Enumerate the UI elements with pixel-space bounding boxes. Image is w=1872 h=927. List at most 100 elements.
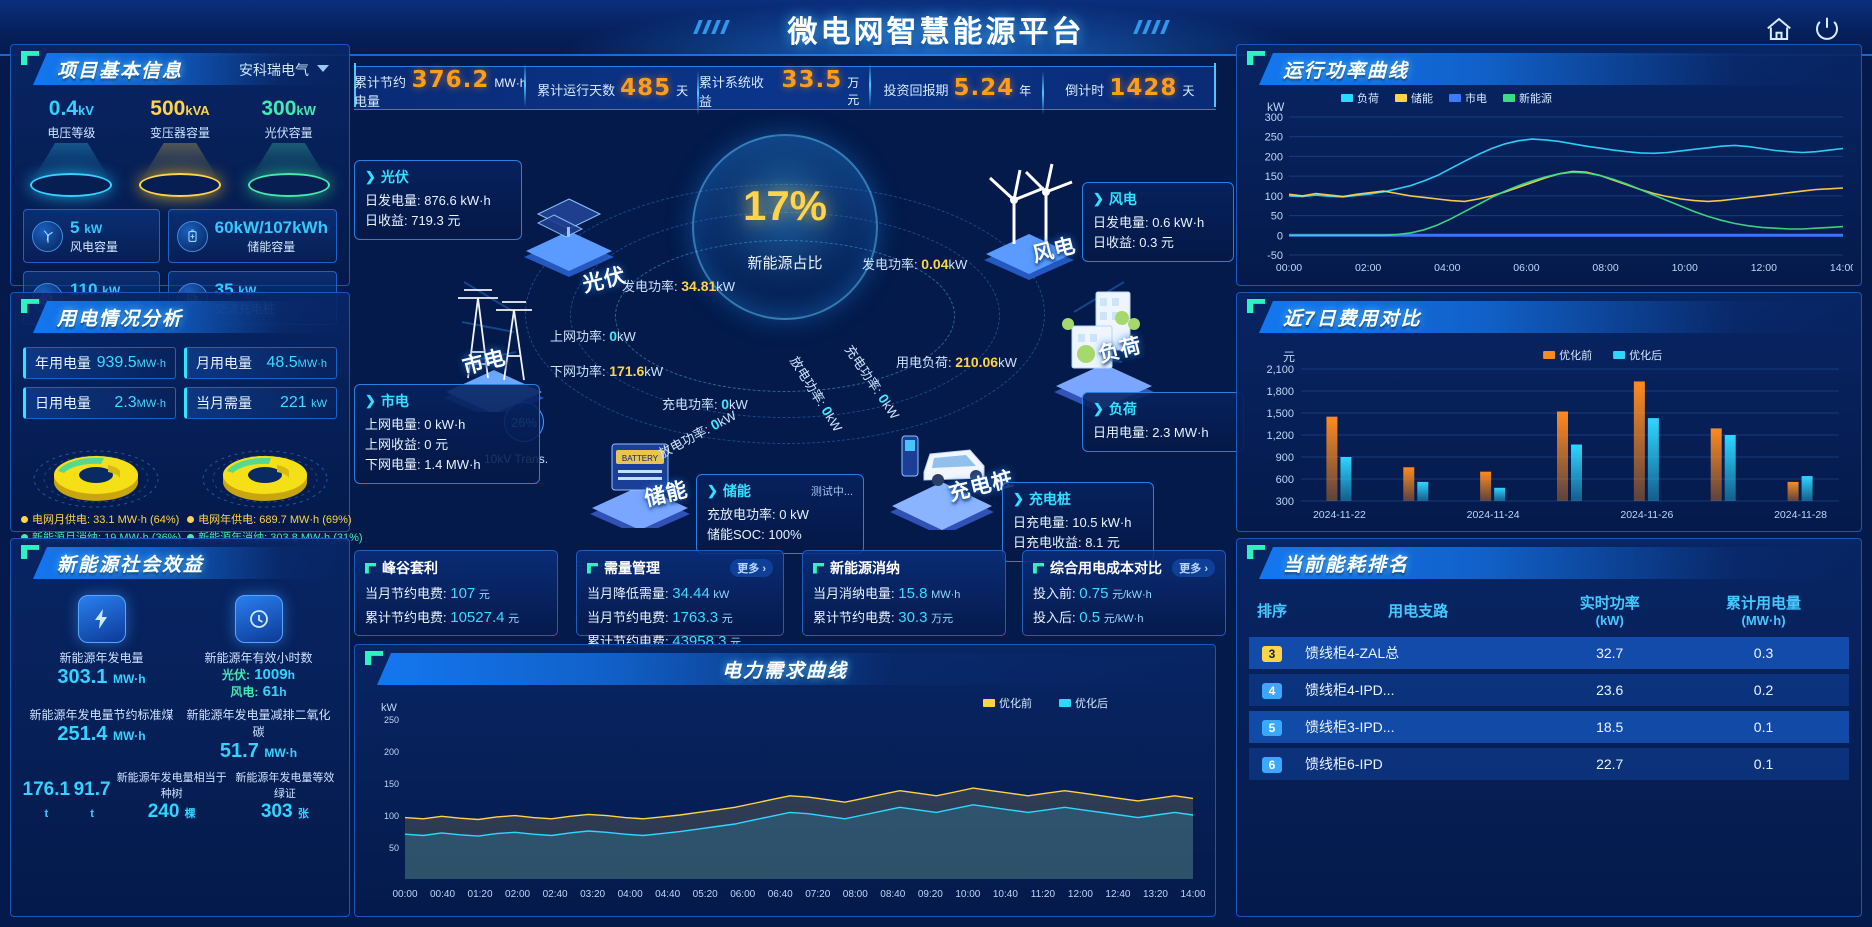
card-storage-info[interactable]: ❯ 储能 测试中... 充放电功率: 0 kW 储能SOC: 100% bbox=[696, 474, 864, 554]
node-pv[interactable] bbox=[504, 167, 634, 292]
mini-card-title: 峰谷套利 bbox=[382, 560, 438, 576]
mini-card-renewable-consumption[interactable]: 新能源消纳 当月消纳电量: 15.8 MW·h 累计节约电费: 30.3 万元 bbox=[802, 550, 1006, 636]
corner-flag-icon bbox=[1247, 299, 1265, 313]
mini-card-row: 投入前: 0.75 元/kW·h bbox=[1033, 583, 1215, 602]
spot-label: 电压等级 bbox=[47, 126, 96, 140]
chevron-right-icon: ❯ bbox=[1093, 401, 1104, 416]
panel-header: 当前能耗排名 bbox=[1243, 545, 1855, 583]
svg-text:市电: 市电 bbox=[1465, 91, 1487, 105]
card-title: 光伏 bbox=[380, 169, 409, 185]
tile-unit: kW bbox=[84, 221, 103, 236]
panel-header: 用电情况分析 bbox=[17, 299, 343, 337]
svg-text:优化后: 优化后 bbox=[1629, 348, 1662, 362]
tile-wind-capacity[interactable]: 5 kW 风电容量 bbox=[23, 209, 160, 263]
social-value: 91.7 bbox=[73, 779, 111, 800]
table-row[interactable]: 4 馈线柜4-IPD... 23.6 0.2 bbox=[1249, 674, 1849, 706]
spot-voltage-level: 0.4kV 电压等级 bbox=[21, 97, 121, 197]
kpi-label: 累计运行天数 bbox=[537, 83, 616, 98]
table-row[interactable]: 5 馈线柜3-IPD... 18.5 0.1 bbox=[1249, 711, 1849, 743]
flow-grid-download: 下网功率: 171.6kW bbox=[550, 361, 663, 380]
panel-usage-analysis: 用电情况分析 年用电量 939.5MW·h 月用电量 48.5MW·h 日用电量… bbox=[10, 292, 363, 544]
kv-value: 939.5 bbox=[96, 354, 137, 371]
card-grid-info[interactable]: ❯ 市电 上网电量: 0 kW·h 上网收益: 0 元 下网电量: 1.4 MW… bbox=[354, 384, 540, 484]
chevron-down-icon[interactable] bbox=[317, 65, 329, 72]
demand-curve-chart[interactable]: kW 优化前 优化后 250 200 150 100 50 00:00 00:40 01:20 02:… bbox=[365, 693, 1206, 905]
card-row: 日充电收益: 8.1 元 bbox=[1013, 535, 1120, 550]
base-disc bbox=[247, 173, 330, 197]
power-curve-chart[interactable]: 负荷 储能 市电 新能源 kW 300 250 200 150 100 50 0 -50 00:00 02:… bbox=[1243, 91, 1857, 279]
social-label: 新能源年有效小时数 bbox=[204, 651, 313, 665]
svg-text:00:40: 00:40 bbox=[430, 889, 455, 900]
row-label: 当月节约电费: bbox=[365, 586, 447, 601]
flow-wind-generation: 发电功率: 0.04kW bbox=[862, 254, 967, 273]
svg-text:-50: -50 bbox=[1267, 250, 1283, 262]
social-value: 51.7 bbox=[219, 740, 259, 762]
svg-text:00:00: 00:00 bbox=[392, 889, 417, 900]
svg-text:12:00: 12:00 bbox=[1068, 889, 1093, 900]
card-row: 日发电量: 876.6 kW·h bbox=[365, 193, 491, 208]
header-bar bbox=[1259, 547, 1855, 579]
mini-card-cost-comparison[interactable]: 综合用电成本对比 更多 › 投入前: 0.75 元/kW·h 投入后: 0.5 … bbox=[1022, 550, 1226, 636]
header-bar bbox=[33, 301, 343, 333]
kv-label: 当月需量 bbox=[196, 395, 252, 411]
svg-text:06:40: 06:40 bbox=[768, 889, 793, 900]
corner-flag-icon bbox=[1033, 562, 1044, 574]
card-load-info[interactable]: ❯ 负荷 日用电量: 2.3 MW·h bbox=[1082, 392, 1244, 452]
mini-card-row: 当月节约电费: 1763.3 元 bbox=[587, 607, 773, 626]
corner-flag-icon bbox=[1247, 51, 1265, 65]
beam-glow bbox=[251, 143, 326, 177]
table-header-row: 排序 用电支路 实时功率 (kW) 累计用电量 (MW·h) bbox=[1249, 592, 1849, 632]
svg-text:kW: kW bbox=[381, 702, 398, 714]
flow-value: 0 bbox=[721, 396, 730, 412]
tile-storage-capacity[interactable]: 60kW/107kWh 储能容量 bbox=[167, 209, 337, 263]
corner-flag-icon bbox=[365, 562, 376, 574]
card-row: 日充电量: 10.5 kW·h bbox=[1013, 515, 1132, 530]
card-wind-info[interactable]: ❯ 风电 日发电量: 0.6 kW·h 日收益: 0.3 元 bbox=[1082, 182, 1234, 262]
table-row[interactable]: 6 馈线柜6-IPD 22.7 0.1 bbox=[1249, 748, 1849, 780]
node-wind[interactable] bbox=[954, 140, 1104, 285]
more-link[interactable]: 更多 › bbox=[1172, 559, 1215, 577]
social-coal-tons: 176.1 t bbox=[21, 779, 72, 823]
svg-text:03:20: 03:20 bbox=[580, 889, 605, 900]
flow-unit: kW bbox=[948, 257, 968, 272]
table-row[interactable]: 3 馈线柜4-ZAL总 32.7 0.3 bbox=[1249, 637, 1849, 669]
kv-label: 月用电量 bbox=[196, 355, 252, 371]
kpi-run-days: 累计运行天数 485 天 bbox=[526, 71, 700, 115]
flow-unit: kW bbox=[716, 279, 736, 294]
chevron-right-icon: ❯ bbox=[365, 169, 376, 184]
card-pv-info[interactable]: ❯ 光伏 日发电量: 876.6 kW·h 日收益: 719.3 元 bbox=[354, 160, 522, 240]
battery-icon bbox=[176, 220, 208, 252]
panel-header: 项目基本信息 安科瑞电气 bbox=[17, 51, 343, 89]
row-unit: kW bbox=[713, 589, 730, 601]
hours-value: 1009 bbox=[254, 666, 288, 683]
fee-comparison-chart[interactable]: 元 优化前 优化后 2,100 1,800 1,500 1,200 900 600 300 2024… bbox=[1243, 339, 1853, 525]
mini-card-row: 累计节约电费: 30.3 万元 bbox=[813, 607, 995, 626]
panel-project-basic-info: 项目基本信息 安科瑞电气 0.4kV 电压等级 500kVA 变压器容量 300… bbox=[10, 44, 350, 325]
spot-metrics-row: 0.4kV 电压等级 500kVA 变压器容量 300kW 光伏容量 bbox=[11, 89, 349, 199]
svg-text:150: 150 bbox=[384, 779, 399, 789]
mini-card-peak-valley-arbitrage[interactable]: 峰谷套利 当月节约电费: 107 元 累计节约电费: 10527.4 元 bbox=[354, 550, 558, 636]
lightning-badge-icon bbox=[77, 595, 126, 643]
mini-card-header: 综合用电成本对比 更多 › bbox=[1033, 558, 1215, 578]
power-icon[interactable] bbox=[1812, 14, 1842, 44]
node-charger[interactable] bbox=[854, 390, 1034, 536]
svg-text:优化前: 优化前 bbox=[1559, 348, 1592, 362]
svg-text:BATTERY: BATTERY bbox=[622, 454, 659, 463]
flow-label: 发电功率: bbox=[862, 257, 918, 272]
mini-card-demand-management[interactable]: 需量管理 更多 › 当月降低需量: 34.44 kW 当月节约电费: 1763.… bbox=[576, 550, 784, 650]
chevron-right-icon: ❯ bbox=[1093, 191, 1104, 206]
more-link[interactable]: 更多 › bbox=[730, 559, 773, 577]
svg-text:储能: 储能 bbox=[1411, 91, 1433, 105]
realtime-power: 22.7 bbox=[1541, 748, 1679, 780]
home-icon[interactable] bbox=[1764, 14, 1794, 44]
kv-value: 221 bbox=[279, 394, 307, 411]
card-charger-info[interactable]: ❯ 充电桩 日充电量: 10.5 kW·h 日充电收益: 8.1 元 bbox=[1002, 482, 1154, 562]
row-value: 10527.4 bbox=[450, 609, 505, 626]
corner-flag-icon bbox=[1247, 545, 1265, 559]
kv-label: 年用电量 bbox=[35, 355, 91, 371]
flow-label: 发电功率: bbox=[622, 279, 678, 294]
svg-text:11:20: 11:20 bbox=[1031, 889, 1056, 900]
svg-text:00:00: 00:00 bbox=[1276, 262, 1302, 274]
node-storage[interactable]: BATTERY bbox=[568, 398, 718, 536]
